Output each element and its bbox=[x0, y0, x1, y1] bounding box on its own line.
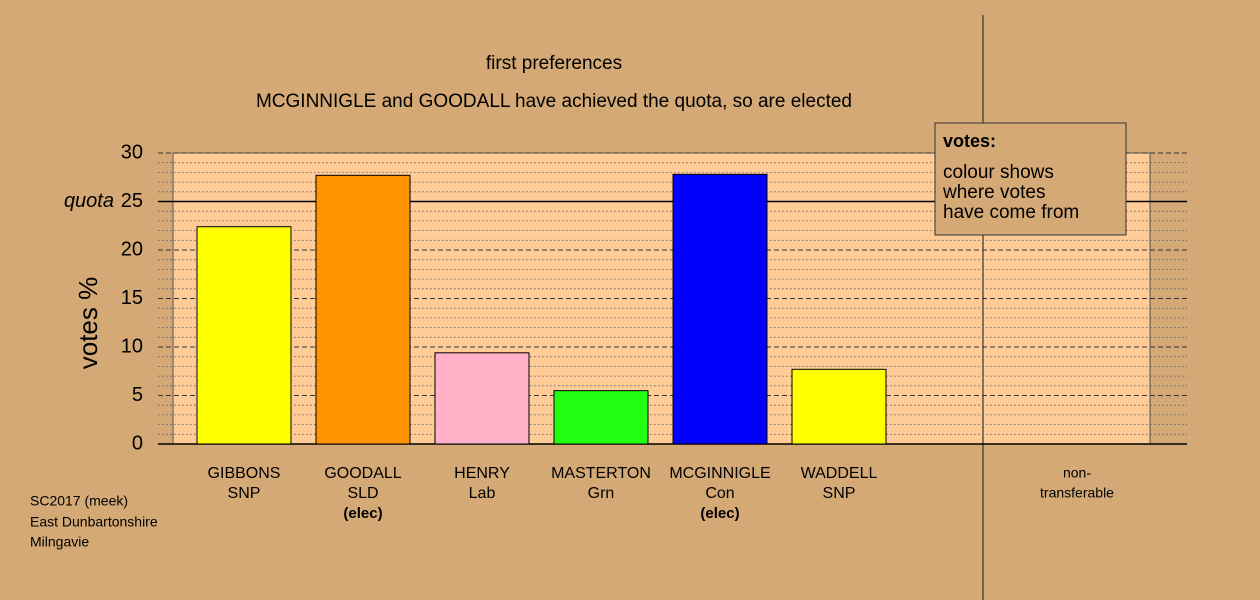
x-tick-label: WADDELL bbox=[801, 465, 878, 482]
legend-title: votes: bbox=[943, 131, 996, 151]
bar bbox=[315, 174, 411, 445]
x-tick-party: SNP bbox=[228, 485, 261, 502]
y-tick-label: 25 bbox=[121, 190, 143, 212]
x-tick-party: Con bbox=[705, 485, 734, 502]
footer-line: SC2017 (meek) bbox=[30, 493, 128, 509]
legend-box bbox=[934, 122, 1127, 236]
elected-note: (elec) bbox=[700, 505, 739, 522]
y-axis-label: votes % bbox=[73, 277, 103, 370]
legend-text: where votes bbox=[942, 182, 1045, 203]
bar bbox=[672, 173, 768, 445]
bar bbox=[791, 368, 887, 445]
quota-label: quota bbox=[64, 190, 114, 212]
x-tick-label: GIBBONS bbox=[208, 465, 281, 482]
y-tick-label: 0 bbox=[132, 432, 143, 454]
y-tick-label: 30 bbox=[121, 141, 143, 163]
y-tick-label: 10 bbox=[121, 335, 143, 357]
legend-text: have come from bbox=[943, 202, 1079, 223]
x-tick-label: non- bbox=[1063, 465, 1091, 481]
y-tick-label: 20 bbox=[121, 238, 143, 260]
legend-text: colour shows bbox=[943, 162, 1054, 183]
footer-line: Milngavie bbox=[30, 534, 89, 550]
elected-note: (elec) bbox=[343, 505, 382, 522]
bar bbox=[196, 226, 292, 445]
x-tick-party: Lab bbox=[469, 485, 496, 502]
chart-title: first preferences bbox=[486, 53, 622, 74]
x-tick-label: GOODALL bbox=[324, 465, 401, 482]
x-tick-party: SLD bbox=[347, 485, 378, 502]
footer-line: East Dunbartonshire bbox=[30, 514, 158, 530]
x-tick-party: transferable bbox=[1040, 485, 1114, 501]
x-tick-label: MASTERTON bbox=[551, 465, 651, 482]
x-tick-party: Grn bbox=[588, 485, 615, 502]
x-tick-label: HENRY bbox=[454, 465, 510, 482]
bar bbox=[553, 390, 649, 445]
bar bbox=[434, 352, 530, 445]
y-tick-label: 15 bbox=[121, 287, 143, 309]
x-tick-label: MCGINNIGLE bbox=[669, 465, 770, 482]
y-tick-label: 5 bbox=[132, 384, 143, 406]
x-tick-party: SNP bbox=[823, 485, 856, 502]
chart-subtitle: MCGINNIGLE and GOODALL have achieved the… bbox=[256, 91, 852, 112]
